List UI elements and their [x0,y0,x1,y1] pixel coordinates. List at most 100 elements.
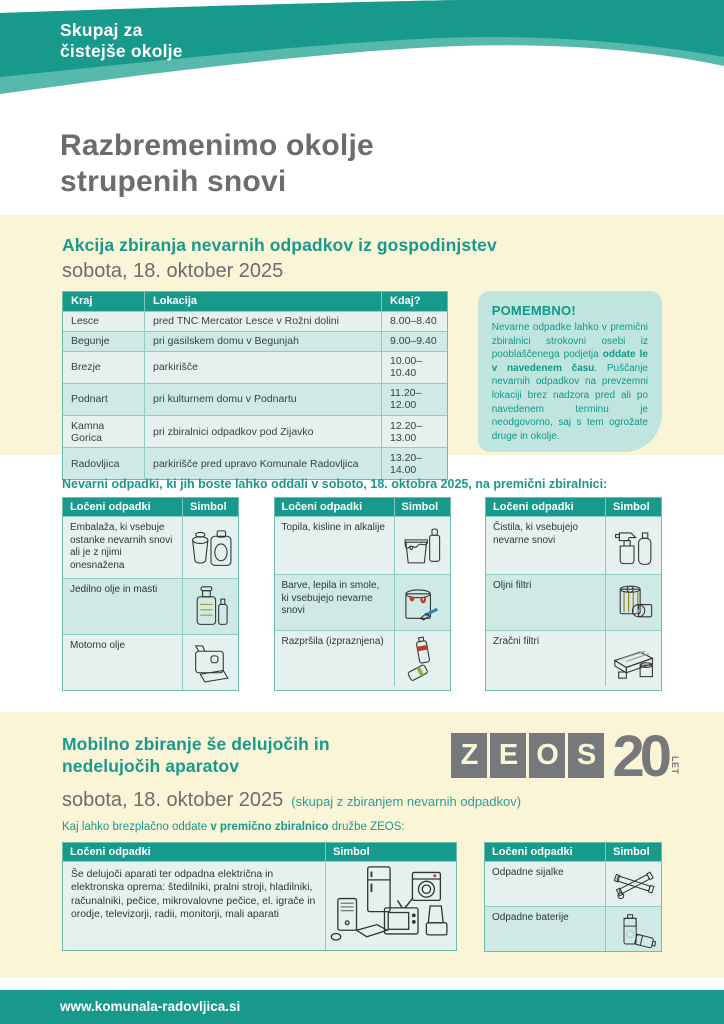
cell-kraj: Brezje [71,361,101,374]
zeos-logo-letter: Z [451,733,488,778]
waste-table-3: Ločeni odpadki Simbol Čistila, ki vsebuj… [485,497,662,691]
table-row: Begunje pri gasilskem domu v Begunjah 9.… [63,330,447,351]
appliances-table: Ločeni odpadki Simbol Še delujoči aparat… [62,841,457,951]
hazard-date: sobota, 18. oktober 2025 [62,260,284,282]
table-row: Zračni filtri [486,630,661,686]
batteries-icon [623,913,656,948]
paints-icon [405,588,439,620]
header-wave [0,0,724,94]
cell-kdaj: 12.20–13.00 [381,416,447,448]
column-header: Ločeni odpadki [274,498,394,516]
zeos-intro: Kaj lahko brezplačno oddate v premično z… [62,821,662,833]
column-header: Simbol [605,498,661,516]
waste-header-row: Ločeni odpadki Simbol [63,498,238,516]
spray-cans-icon [407,635,430,681]
zeos-date-note: (skupaj z zbiranjem nevarnih odpadkov) [291,793,522,809]
waste-label: Oljni filtri [493,580,532,591]
column-header: Ločeni odpadki [486,498,605,516]
cell-lokacija: parkirišče [144,351,381,383]
tagline: Skupaj za čistejše okolje [60,20,183,62]
cell-kraj: Podnart [71,393,108,406]
table-row: Embalaža, ki vsebuje ostanke nevarnih sn… [63,516,238,578]
important-title: POMEMBNO! [491,303,576,318]
table-row: Še delujoči aparati ter odpadna električ… [63,860,456,950]
table-row: Jedilno olje in masti [63,577,238,634]
waste-header-row: Ločeni odpadki Simbol [486,498,661,516]
lamps-batteries-table: Ločeni odpadki Simbol Odpadne sijalke [484,841,662,952]
important-text: Nevarne odpadke lahko v premični zbiraln… [492,321,648,443]
waste-label: Zračni filtri [493,636,540,647]
cooking-oil-icon [196,586,228,626]
waste-label: Topila, kisline in alkalije [281,522,385,533]
cell-kraj: Lesce [71,315,100,328]
solvents-icon [404,528,441,563]
table-row: Motorno olje [63,633,238,690]
zeos-heading: Mobilno zbiranje še delujočih in nedeluj… [62,734,330,776]
zeos-date: sobota, 18. oktober 2025 [62,788,284,811]
important-text-before: Nevarne odpadke lahko v premični zbiraln… [491,322,648,361]
hazardous-waste-section: Nevarni odpadki, ki jih boste lahko odda… [0,455,724,712]
cell-lokacija: pri kulturnem domu v Podnartu [144,383,381,416]
waste-label: Embalaža, ki vsebuje ostanke nevarnih sn… [70,522,173,572]
table-row: Čistila, ki vsebujejo nevarne snovi [486,516,661,574]
schedule-table: Kraj Lokacija Kdaj? Lesce pred TNC Merca… [62,291,448,481]
waste-label: Barve, lepila in smole, ki vsebujejo nev… [281,580,380,617]
table-row: Radovljica parkirišče pred upravo Komuna… [63,447,447,480]
waste-header-row: Ločeni odpadki Simbol [274,498,450,516]
cell-lokacija: pri zbiralnici odpadkov pod Zijavko [144,416,381,448]
cell-kdaj: 13.20–14.00 [381,448,447,480]
table-row: Odpadne baterije [485,905,661,951]
appliances-icon [330,865,448,941]
important-text-bold: oddate le v navedenem času [491,349,648,374]
zeos-intro-before: Kaj lahko brezplačno oddate [62,820,211,833]
cell-kraj: Begunje [71,335,110,348]
cell-lokacija: pred TNC Mercator Lesce v Rožni dolini [144,311,381,331]
waste-heading: Nevarni odpadki, ki jih boste lahko odda… [62,477,608,491]
table-row: Kamna Gorica pri zbiralnici odpadkov pod… [63,415,447,448]
table-row: Odpadne sijalke [485,860,661,906]
table-row: Topila, kisline in alkalije [274,516,450,574]
column-header: Lokacija [144,292,381,311]
schedule-header-row: Kraj Lokacija Kdaj? [63,292,447,311]
page-title: Razbremenimo okolje strupenih snovi [60,129,374,198]
waste-table-1: Ločeni odpadki Simbol Embalaža, ki vsebu… [62,497,239,691]
cleaners-icon [614,531,651,565]
table-row: Podnart pri kulturnem domu v Podnartu 11… [63,382,447,416]
zeos-intro-after: družbe ZEOS: [328,820,405,833]
zeos-anniversary-suffix: LET [670,756,680,775]
waste-label: Motorno olje [70,639,126,651]
important-text-after: . Puščanje nevarnih odpadkov na prevzemn… [491,362,648,442]
waste-label: Čistila, ki vsebujejo nevarne snovi [493,522,579,546]
cell-kdaj: 8.00–8.40 [381,311,447,331]
column-header: Ločeni odpadki [485,842,605,861]
table-row: Barve, lepila in smole, ki vsebujejo nev… [274,574,450,630]
waste-table-2: Ločeni odpadki Simbol Topila, kisline in… [273,497,451,691]
important-note: POMEMBNO! Nevarne odpadke lahko v premič… [477,291,662,452]
cell-kraj: Radovljica [71,457,120,470]
column-header: Ločeni odpadki [63,498,182,516]
waste-label: Jedilno olje in masti [70,583,158,595]
zeos-logo: Z E O S 20 LET [451,724,680,789]
table-row: Brezje parkirišče 10.00–10.40 [63,350,447,383]
air-filter-icon [613,650,654,679]
waste-label: Odpadne sijalke [492,866,564,878]
table-row: Oljni filtri [486,574,661,630]
zeos-anniversary-number: 20 [612,724,671,789]
cell-kdaj: 10.00–10.40 [381,351,447,383]
light-tubes-icon [613,871,655,899]
column-header: Ločeni odpadki [63,842,325,861]
cell-lokacija: pri gasilskem domu v Begunjah [144,331,381,351]
waste-header-row: Ločeni odpadki Simbol [485,842,661,861]
footer-url: www.komunala-radovljica.si [60,999,241,1014]
waste-label: Odpadne baterije [492,911,569,923]
oil-filter-icon [619,585,652,617]
cell-lokacija: parkirišče pred upravo Komunale Radovlji… [144,448,381,480]
zeos-section: Mobilno zbiranje še delujočih in nedeluj… [0,712,724,978]
motor-oil-icon [194,645,229,683]
table-row: Razpršila (izpraznjena) [274,630,450,686]
header-banner: Skupaj za čistejše okolje [0,0,724,106]
table-row: Lesce pred TNC Mercator Lesce v Rožni do… [63,310,447,331]
column-header: Simbol [182,498,238,516]
column-header: Simbol [393,498,450,516]
